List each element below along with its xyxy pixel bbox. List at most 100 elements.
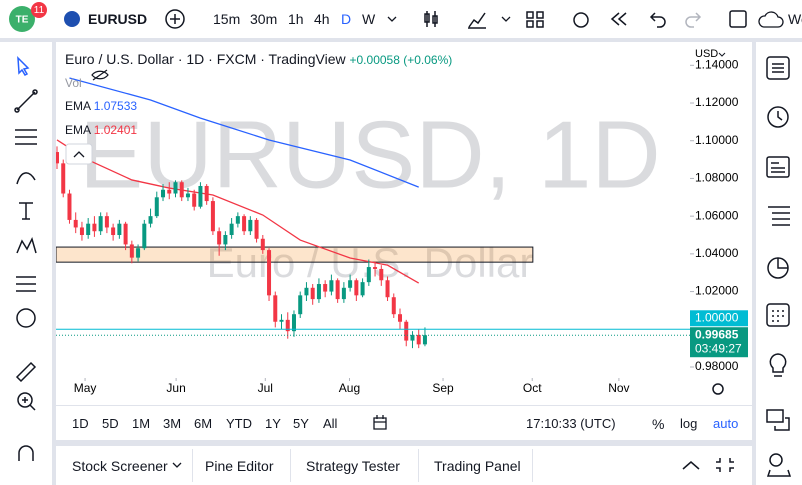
zoom-tool[interactable] — [17, 392, 33, 408]
replay[interactable] — [610, 12, 627, 26]
log-toggle[interactable]: log — [680, 416, 698, 431]
candle-body — [198, 185, 203, 207]
watermark-symbol: EURUSD, 1D — [79, 101, 660, 208]
panel-tab[interactable]: Pine Editor — [205, 458, 274, 474]
y-tick-label: 1.06000 — [695, 208, 739, 222]
interval[interactable]: 30m — [250, 11, 278, 27]
magnet-tool[interactable] — [18, 445, 34, 461]
undo[interactable] — [649, 12, 666, 28]
chart-type[interactable] — [424, 11, 438, 27]
screener-menu[interactable] — [170, 458, 184, 472]
vol-hidden[interactable] — [91, 69, 109, 81]
clock[interactable]: 17:10:33 (UTC) — [526, 416, 616, 431]
candle-body — [273, 295, 278, 322]
range-button[interactable]: 1M — [132, 416, 151, 431]
fullscreen[interactable] — [729, 10, 747, 28]
news[interactable] — [766, 156, 790, 178]
collapse-legend[interactable] — [65, 143, 93, 165]
panel-tab[interactable]: Strategy Tester — [306, 458, 400, 474]
data-window[interactable] — [768, 206, 790, 226]
fullscreen-panel[interactable] — [716, 458, 734, 472]
candle-body — [298, 295, 303, 315]
ema-line — [69, 77, 419, 188]
calendar[interactable] — [766, 303, 790, 327]
range-button[interactable]: 1D — [72, 416, 89, 431]
range-button[interactable]: All — [323, 416, 338, 431]
candle-body — [210, 201, 215, 232]
y-tick-label: 1.12000 — [695, 95, 739, 109]
percent-toggle[interactable]: % — [652, 416, 665, 432]
range-button[interactable]: 3M — [163, 416, 182, 431]
panel-tab[interactable]: Trading Panel — [434, 458, 521, 474]
range-button[interactable]: YTD — [226, 416, 252, 431]
range-button[interactable]: 5Y — [293, 416, 309, 431]
x-tick-label: Oct — [523, 381, 542, 395]
countdown: 03:49:27 — [695, 341, 742, 355]
candle-body — [136, 248, 141, 258]
pattern-tool[interactable] — [16, 236, 37, 254]
tab-separator — [418, 449, 419, 482]
candle-body — [267, 250, 272, 296]
y-tick-label: 1.10000 — [695, 133, 739, 147]
candle-body — [329, 280, 334, 292]
fib-tool[interactable] — [15, 129, 37, 145]
maximize-panel[interactable] — [682, 461, 700, 470]
ema1: EMA 1.07533 — [65, 98, 137, 114]
candle-body — [379, 268, 384, 281]
tab-separator — [532, 449, 533, 482]
layout[interactable] — [526, 11, 544, 28]
goto-date[interactable] — [372, 414, 390, 432]
alert[interactable] — [573, 12, 589, 28]
help[interactable] — [769, 453, 783, 467]
interval[interactable]: 4h — [314, 11, 330, 27]
cursor-tool[interactable] — [17, 56, 30, 76]
range-button[interactable]: 6M — [194, 416, 213, 431]
interval[interactable]: W — [362, 11, 376, 27]
candle-body — [167, 189, 172, 194]
prediction-tool[interactable] — [16, 276, 36, 292]
plot — [56, 77, 690, 349]
interval-menu[interactable] — [387, 16, 397, 22]
ideas[interactable] — [769, 353, 787, 377]
candle-body — [86, 223, 91, 236]
candle-body — [142, 223, 147, 249]
range-button[interactable]: 5D — [102, 416, 119, 431]
candle-body — [173, 182, 178, 194]
bottom-panel — [56, 446, 752, 485]
svg-text:TE: TE — [16, 15, 29, 26]
candle-body — [416, 334, 421, 345]
indicators[interactable] — [468, 12, 486, 29]
symbol[interactable]: EURUSD — [88, 11, 148, 27]
measure-tool[interactable] — [15, 361, 37, 383]
candle-body — [67, 193, 72, 220]
interval[interactable]: 15m — [213, 11, 241, 27]
candle-body — [104, 216, 109, 228]
alerts[interactable] — [767, 106, 789, 128]
x-tick-label: Jul — [258, 381, 273, 395]
candle-body — [117, 223, 122, 236]
interval[interactable]: 1h — [288, 11, 304, 27]
chats[interactable] — [766, 409, 790, 431]
candle-body — [285, 319, 290, 332]
redo[interactable] — [685, 12, 702, 28]
range-button[interactable]: 1Y — [265, 416, 281, 431]
add-symbol[interactable] — [165, 9, 185, 29]
candle-body — [229, 223, 234, 236]
x-tick-label: Aug — [339, 381, 360, 395]
cloud[interactable] — [758, 11, 784, 28]
text-tool[interactable] — [19, 202, 33, 220]
axes: 1.14000 1.12000 1.10000 1.08000 1.06000 1.040… — [74, 57, 748, 395]
last-price-bg — [690, 327, 748, 358]
currency[interactable]: USD — [695, 48, 718, 60]
candle-body — [391, 297, 396, 315]
panel-tab[interactable]: Stock Screener — [72, 458, 168, 474]
settings[interactable] — [712, 383, 724, 395]
top-toolbar — [0, 0, 802, 38]
auto-toggle[interactable]: auto — [713, 416, 739, 431]
brush-tool[interactable] — [16, 172, 36, 185]
logo[interactable] — [9, 6, 35, 32]
watchlist[interactable] — [766, 56, 790, 80]
icon-tool[interactable] — [16, 308, 36, 328]
trend-line-tool[interactable] — [16, 91, 36, 111]
interval[interactable]: D — [341, 11, 352, 27]
